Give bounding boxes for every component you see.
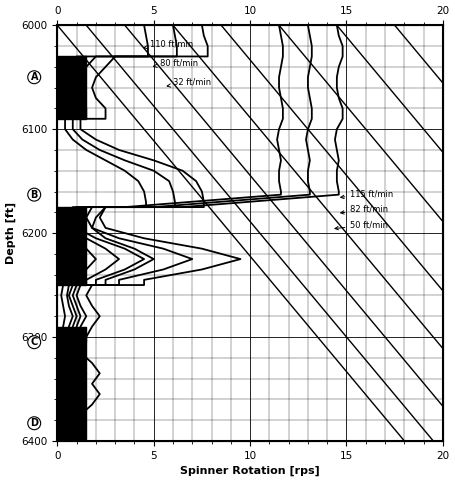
- Text: D: D: [30, 418, 38, 428]
- Text: 50 ft/min: 50 ft/min: [335, 220, 389, 230]
- Text: 115 ft/min: 115 ft/min: [341, 189, 394, 199]
- Text: A: A: [30, 72, 38, 82]
- Text: C: C: [30, 337, 38, 347]
- Text: 32 ft/min: 32 ft/min: [167, 78, 211, 87]
- X-axis label: Spinner Rotation [rps]: Spinner Rotation [rps]: [180, 466, 320, 476]
- Text: B: B: [30, 189, 38, 200]
- Text: 80 ft/min: 80 ft/min: [153, 58, 197, 67]
- Y-axis label: Depth [ft]: Depth [ft]: [5, 202, 16, 264]
- Text: 82 ft/min: 82 ft/min: [341, 205, 389, 214]
- Text: 110 ft/min: 110 ft/min: [144, 40, 193, 49]
